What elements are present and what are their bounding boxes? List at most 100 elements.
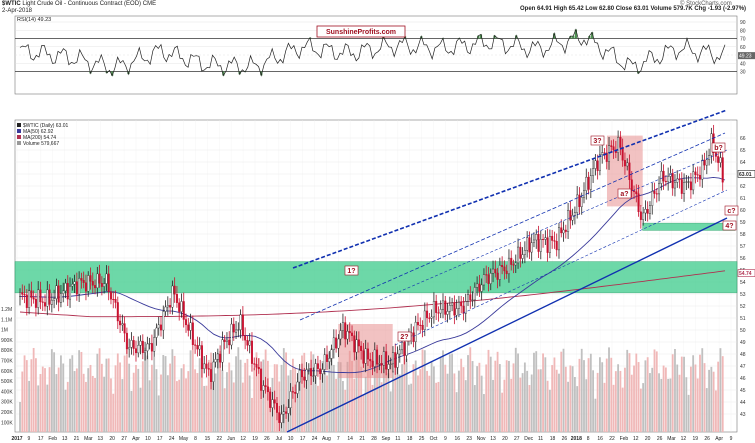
- price-candle-body: [451, 302, 454, 306]
- volume-bar: [396, 354, 399, 432]
- price-candle-body: [676, 178, 679, 183]
- volume-bar: [617, 364, 620, 432]
- ma200-price-tag-text: 54.74: [739, 271, 752, 277]
- volume-bar: [601, 362, 604, 432]
- volume-bar: [594, 398, 597, 432]
- volume-bar: [96, 353, 99, 432]
- x-tick-label: 28: [371, 436, 377, 442]
- price-candle-body: [187, 324, 190, 331]
- price-candle-body: [705, 159, 708, 166]
- x-tick-label: 9: [28, 436, 31, 442]
- volume-bar: [162, 355, 165, 432]
- price-candle-body: [105, 273, 108, 284]
- price-candle-body: [239, 314, 242, 330]
- price-candle-body: [46, 289, 49, 307]
- price-candle-body: [364, 348, 367, 364]
- volume-tick-label: 600K: [1, 369, 13, 375]
- price-candle-body: [330, 349, 333, 359]
- volume-bar: [630, 374, 633, 432]
- volume-bar: [394, 352, 397, 432]
- price-candle-body: [280, 413, 283, 423]
- x-tick-label: Jun: [227, 436, 235, 442]
- annotation-two: 2?: [397, 331, 412, 342]
- price-candle-body: [221, 339, 224, 363]
- volume-bar: [703, 363, 706, 432]
- annotation-one: 1?: [344, 265, 359, 276]
- price-candle-body: [96, 273, 99, 289]
- ma200-line: [19, 270, 726, 318]
- price-candle-body: [544, 237, 547, 240]
- volume-bar: [521, 373, 524, 432]
- legend-swatch: [17, 129, 21, 133]
- volume-bar: [621, 387, 624, 432]
- volume-bar: [426, 370, 428, 432]
- volume-bar: [171, 349, 174, 432]
- price-candle-body: [298, 369, 301, 383]
- volume-bar: [35, 358, 37, 432]
- volume-bar: [169, 363, 172, 432]
- volume-bar: [173, 355, 176, 432]
- price-tick-label: 48: [740, 352, 746, 358]
- volume-bar: [701, 348, 704, 432]
- volume-bar: [180, 368, 183, 432]
- volume-bar: [314, 377, 317, 432]
- price-candle-body: [589, 175, 592, 190]
- price-candle-body: [87, 275, 90, 292]
- volume-bar: [562, 348, 565, 432]
- price-candle-body: [82, 280, 85, 283]
- volume-bar: [62, 363, 65, 432]
- volume-bar: [683, 356, 685, 432]
- price-candle-body: [362, 350, 365, 364]
- price-candle-body: [353, 335, 356, 353]
- price-candle-body: [496, 272, 499, 280]
- volume-bar: [458, 370, 460, 432]
- volume-bar: [119, 362, 121, 432]
- volume-bar: [687, 394, 690, 432]
- price-candle-body: [175, 294, 178, 303]
- volume-bar: [203, 385, 206, 432]
- price-candle-body: [594, 160, 597, 169]
- legend-swatch: [17, 141, 21, 145]
- volume-bar: [639, 388, 642, 432]
- price-candle-body: [542, 238, 545, 240]
- volume-bar: [446, 373, 449, 432]
- price-candle-body: [378, 363, 381, 365]
- annotation-box: [617, 188, 632, 199]
- volume-bar: [37, 385, 40, 432]
- x-tick-label: Jul: [276, 436, 282, 442]
- volume-bar: [328, 352, 331, 432]
- volume-bar: [48, 367, 51, 432]
- price-candle-body: [316, 363, 319, 369]
- price-candle-body: [230, 323, 233, 346]
- volume-bar: [694, 364, 697, 432]
- volume-bar: [714, 390, 717, 432]
- volume-bar: [60, 355, 62, 432]
- price-candle-body: [698, 174, 701, 180]
- price-candle-body: [385, 351, 388, 370]
- volume-bar: [692, 355, 695, 432]
- price-candle-body: [480, 284, 483, 292]
- price-candle-body: [387, 364, 390, 370]
- price-tick-label: 54: [740, 280, 746, 286]
- price-candle-body: [585, 176, 588, 191]
- volume-bar: [494, 360, 497, 432]
- price-candle-body: [153, 337, 156, 352]
- volume-bar: [453, 373, 456, 432]
- price-candle-body: [53, 298, 56, 301]
- x-tick-label: 9: [730, 436, 733, 442]
- price-candle-body: [453, 302, 456, 316]
- price-candle-body: [212, 361, 215, 382]
- rsi-last-tag: [738, 52, 755, 60]
- volume-bar: [464, 380, 467, 432]
- price-candle-body: [553, 240, 556, 242]
- volume-bar: [107, 358, 110, 432]
- price-candle-body: [155, 327, 158, 338]
- x-tick-label: 13: [62, 436, 68, 442]
- price-candle-body: [191, 322, 194, 346]
- volume-bar: [105, 358, 108, 432]
- volume-bar: [216, 352, 219, 432]
- price-candle-body: [287, 407, 290, 414]
- volume-bar: [150, 364, 153, 432]
- price-candle-body: [432, 301, 435, 318]
- volume-bar: [523, 362, 526, 432]
